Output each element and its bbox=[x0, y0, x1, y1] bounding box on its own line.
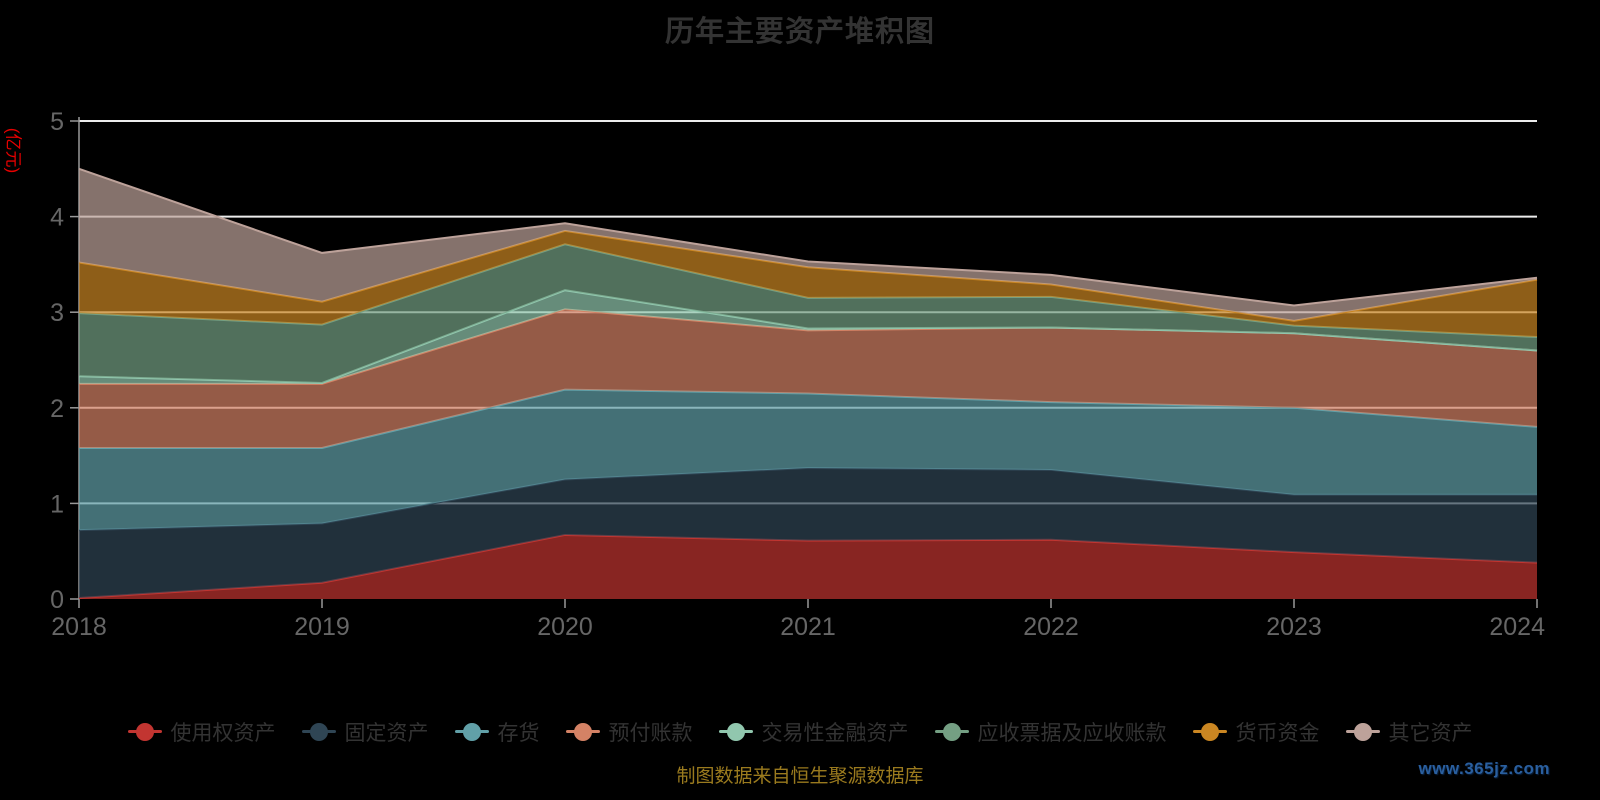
legend-line-circle-icon bbox=[565, 723, 600, 741]
legend-line-circle-icon bbox=[1345, 723, 1380, 741]
x-axis-label: 2023 bbox=[1266, 613, 1322, 641]
legend-label: 其它资产 bbox=[1388, 722, 1473, 745]
legend-item-6[interactable]: 应收票据及应收账款 bbox=[934, 717, 1167, 747]
legend-item-7[interactable]: 货币资金 bbox=[1192, 717, 1320, 747]
y-axis-label: 4 bbox=[50, 204, 64, 232]
legend-label: 存货 bbox=[497, 722, 540, 745]
y-axis-label: 5 bbox=[50, 108, 64, 136]
area-series-3 bbox=[79, 309, 1537, 448]
y-axis-label: 0 bbox=[50, 586, 64, 614]
x-axis-label: 2022 bbox=[1023, 613, 1079, 641]
legend-label: 货币资金 bbox=[1235, 722, 1320, 745]
legend-label: 预付账款 bbox=[608, 722, 693, 745]
legend-line-circle-icon bbox=[934, 723, 969, 741]
legend-label: 固定资产 bbox=[344, 722, 429, 745]
area-series-0 bbox=[79, 534, 1537, 599]
legend-line-circle-icon bbox=[301, 723, 336, 741]
legend-line-circle-icon bbox=[1192, 723, 1227, 741]
legend: 使用权资产 固定资产 存货 预付账款 交易性金融资产 应收票据及应收账款 货币资金 其它资产 bbox=[0, 712, 1600, 752]
area-series-6 bbox=[79, 230, 1537, 338]
watermark-link[interactable]: www.365jz.com bbox=[1418, 759, 1550, 778]
x-axis-label: 2021 bbox=[780, 613, 836, 641]
area-series-2 bbox=[79, 389, 1537, 531]
legend-item-5[interactable]: 交易性金融资产 bbox=[718, 717, 909, 747]
legend-item-8[interactable]: 其它资产 bbox=[1345, 717, 1473, 747]
page-title: 历年主要资产堆积图 bbox=[664, 16, 935, 48]
line-series-7 bbox=[78, 167, 1538, 307]
x-axis-label: 2019 bbox=[294, 613, 350, 641]
legend-label: 交易性金融资产 bbox=[761, 722, 909, 745]
x-axis-label: 2018 bbox=[51, 613, 107, 641]
y-axis-label: 1 bbox=[50, 490, 64, 518]
legend-label: 使用权资产 bbox=[170, 722, 276, 745]
data-source-caption: 制图数据来自恒生聚源数据库 bbox=[676, 766, 924, 787]
x-axis-label: 2024 bbox=[1489, 613, 1545, 641]
y-axis-label: 3 bbox=[50, 299, 64, 327]
legend-item-4[interactable]: 预付账款 bbox=[565, 717, 693, 747]
area-series-1 bbox=[79, 468, 1537, 599]
legend-item-1[interactable]: 使用权资产 bbox=[127, 717, 276, 747]
legend-item-3[interactable]: 存货 bbox=[454, 717, 540, 747]
legend-line-circle-icon bbox=[718, 723, 753, 741]
legend-line-circle-icon bbox=[454, 723, 489, 741]
x-axis-label: 2020 bbox=[537, 613, 593, 641]
legend-line-circle-icon bbox=[127, 723, 162, 741]
area-series-5 bbox=[79, 244, 1537, 383]
legend-label: 应收票据及应收账款 bbox=[977, 722, 1167, 745]
legend-item-2[interactable]: 固定资产 bbox=[301, 717, 429, 747]
y-axis-label: 2 bbox=[50, 395, 64, 423]
